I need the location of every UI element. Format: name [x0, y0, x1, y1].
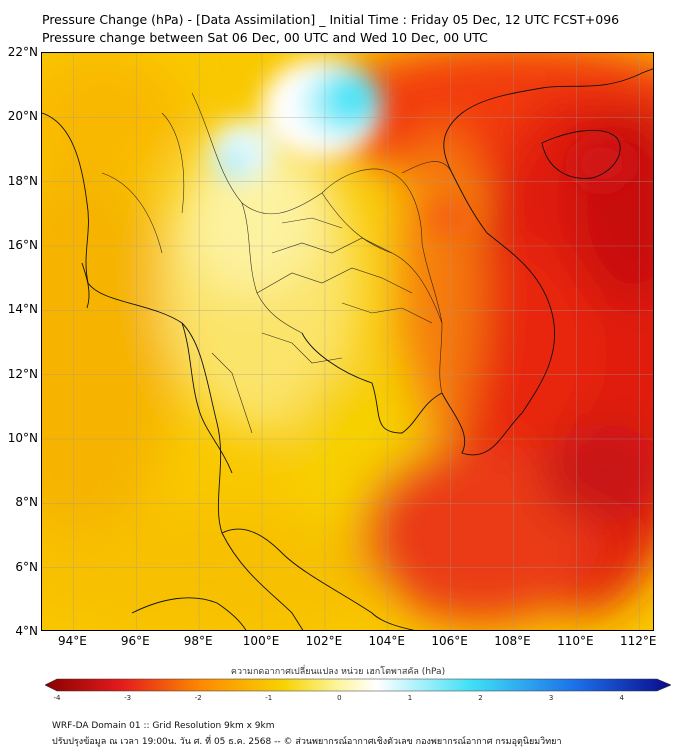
lon-tick-label: 112°E [620, 634, 657, 648]
lat-tick-label: 16°N [7, 238, 38, 252]
colorbar-tick-label: -3 [124, 694, 132, 702]
lat-tick-label: 22°N [7, 45, 38, 59]
map-title: Pressure Change (hPa) - [Data Assimilati… [42, 12, 620, 27]
colorbar-title: ความกดอากาศเปลี่ยนแปลง หน่วย เฮกโตพาสคัล… [230, 667, 446, 677]
colorbar-tick-label: 2 [478, 694, 483, 702]
lon-tick-label: 100°E [242, 634, 280, 648]
lon-tick-label: 98°E [183, 634, 213, 648]
colorbar-tick-label: 0 [337, 694, 342, 702]
lat-tick-label: 10°N [7, 431, 38, 445]
pressure-change-map [41, 52, 654, 631]
colorbar-tick-label: -1 [265, 694, 273, 702]
pressure-field [42, 53, 653, 630]
lon-tick-label: 96°E [120, 634, 150, 648]
admin-borders [101, 92, 453, 434]
colorbar-tick-label: 3 [548, 694, 554, 702]
lon-tick-label: 106°E [431, 634, 468, 648]
colorbar-tick-label: 1 [407, 694, 413, 702]
lat-tick-label: 12°N [7, 366, 38, 381]
lon-tick-label: 104°E [368, 634, 406, 648]
lon-tick-label: 108°E [494, 634, 531, 648]
colorbar-tick-label: -2 [194, 694, 202, 702]
lat-tick-label: 8°N [15, 495, 38, 510]
colorbar-tick-label: 4 [619, 694, 624, 702]
coastlines [42, 68, 653, 630]
graticule [42, 53, 653, 630]
footer-model-info: WRF-DA Domain 01 :: Grid Resolution 9km … [52, 721, 275, 731]
lat-tick-label: 6°N [15, 559, 38, 574]
pressure-field-detail [212, 58, 632, 238]
lat-tick-label: 20°N [7, 109, 38, 124]
lat-tick-label: 4°N [15, 624, 38, 638]
lon-tick-label: 94°E [57, 634, 87, 648]
lon-tick-label: 102°E [305, 634, 343, 648]
lat-tick-label: 14°N [7, 302, 38, 317]
colorbar-tick-label: -4 [53, 694, 61, 702]
footer-credits: ปรับปรุงข้อมูล ณ เวลา 19:00น. วัน ศ. ที่… [52, 737, 562, 747]
map-subtitle: Pressure change between Sat 06 Dec, 00 U… [42, 30, 488, 45]
colorbar [45, 678, 671, 692]
lon-tick-label: 110°E [557, 634, 594, 648]
lat-tick-label: 18°N [7, 173, 38, 188]
